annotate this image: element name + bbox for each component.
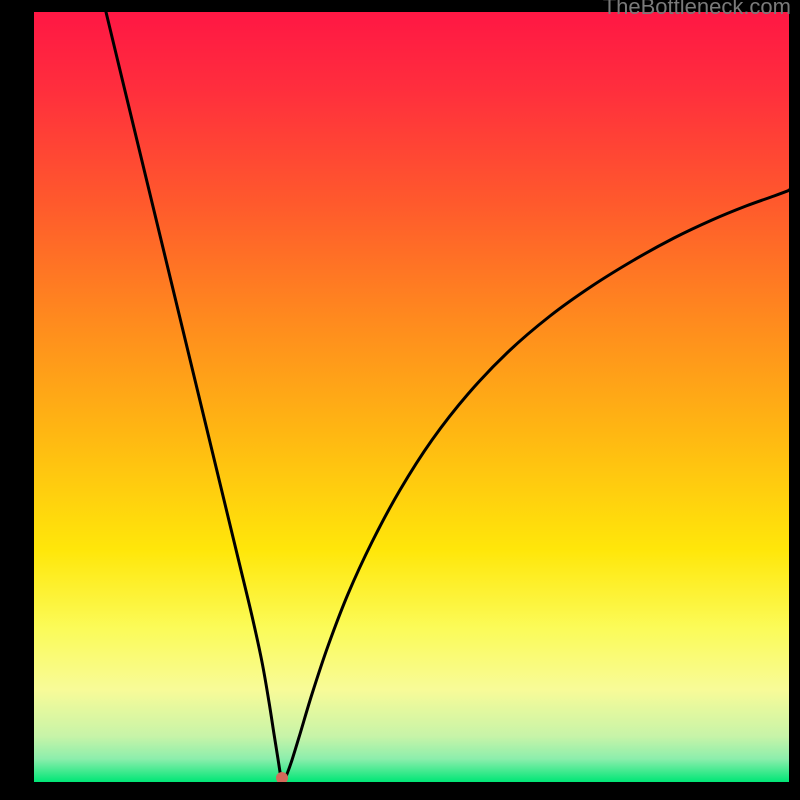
bottleneck-curve xyxy=(106,12,789,781)
curve-layer xyxy=(34,12,789,782)
plot-area xyxy=(34,12,789,782)
chart-root: TheBottleneck.com xyxy=(0,0,800,800)
watermark-text: TheBottleneck.com xyxy=(603,0,791,20)
